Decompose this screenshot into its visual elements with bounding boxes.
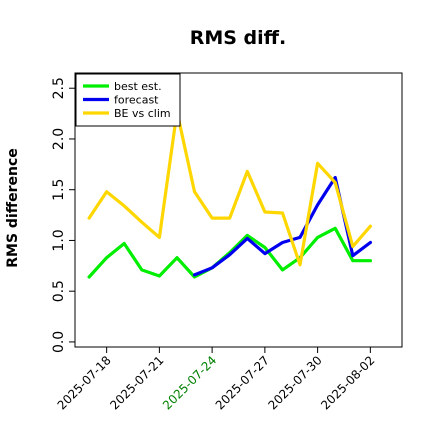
legend-entry-label: best est.	[114, 80, 162, 93]
x-tick-label: 2025-07-24	[160, 353, 219, 412]
y-axis-label: RMS difference	[5, 148, 21, 268]
y-tick-label: 1.5	[51, 179, 67, 201]
x-axis: 2025-07-182025-07-212025-07-242025-07-27…	[55, 347, 377, 412]
plot-frame	[74, 72, 403, 348]
x-tick-label: 2025-07-27	[213, 353, 272, 412]
series-line-1	[192, 175, 372, 277]
y-tick-label: 2.5	[51, 77, 67, 99]
y-tick-label: 1.0	[51, 229, 67, 251]
x-tick-label: 2025-07-18	[55, 353, 114, 412]
series-line-2	[87, 109, 372, 267]
y-tick-label: 0.0	[51, 331, 67, 353]
x-tick-label: 2025-07-21	[107, 353, 166, 412]
x-tick-label: 2025-07-30	[266, 353, 325, 412]
legend-entry-label: BE vs clim	[114, 107, 171, 120]
chart-title: RMS diff.	[190, 27, 287, 49]
legend-entry-label: forecast	[114, 93, 159, 106]
series-layer	[87, 109, 372, 279]
y-axis: 0.0 0.5 1.0 1.5 2.0 2.5	[51, 77, 75, 353]
y-tick-label: 0.5	[51, 280, 67, 302]
x-tick-label: 2025-08-02	[318, 353, 377, 412]
y-tick-label: 2.0	[51, 128, 67, 150]
